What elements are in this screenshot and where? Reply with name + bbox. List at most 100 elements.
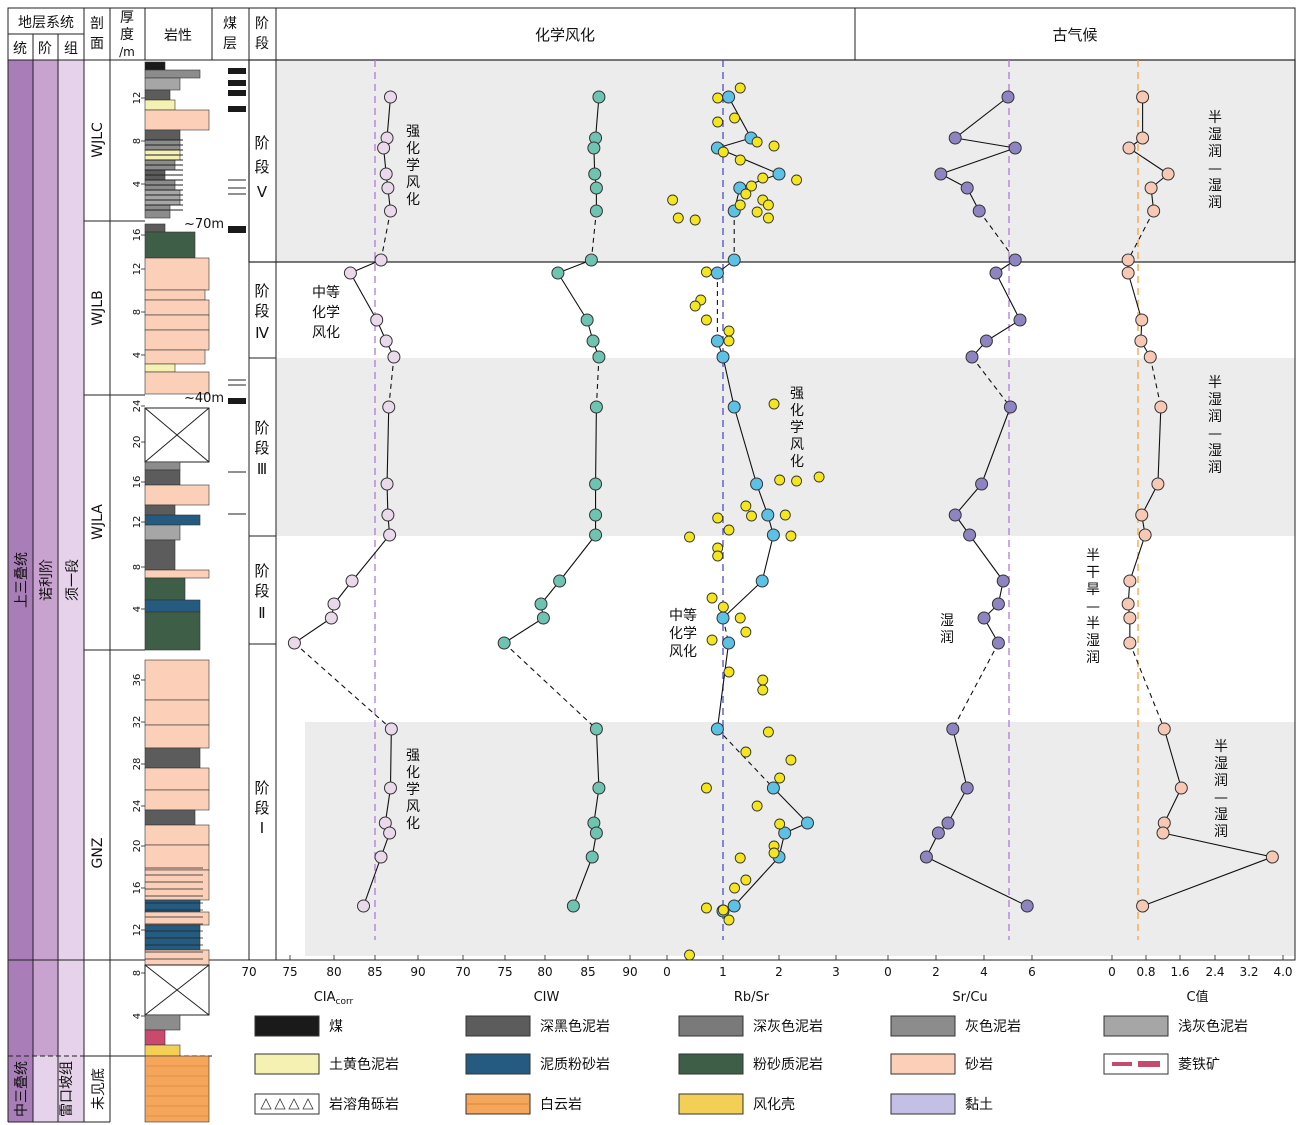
series-segment: [294, 617, 332, 644]
data-point: [972, 204, 986, 218]
thickness-tick-label: 8: [132, 564, 143, 570]
data-point: [941, 816, 955, 830]
thickness-tick-label: 36: [132, 674, 143, 687]
data-point: [778, 826, 792, 840]
legend-label: 砂岩: [965, 1057, 993, 1073]
series-segment: [595, 96, 600, 139]
series-segment: [722, 356, 735, 408]
data-point: [689, 300, 701, 312]
data-point: [727, 899, 741, 913]
data-point: [774, 772, 786, 784]
profile-wjla: WJLA: [90, 504, 106, 540]
series-segment: [595, 728, 600, 789]
thickness-tick-label: 12: [132, 92, 143, 105]
data-point: [979, 334, 993, 348]
header-stage-col-2: 段: [255, 36, 269, 52]
frame: [7, 7, 1296, 1123]
data-point: [746, 510, 757, 522]
data-point: [380, 477, 394, 491]
annotation-moderate-weathering: 中等: [312, 284, 340, 301]
data-point: [689, 214, 701, 226]
axis-tick-label: 4: [980, 965, 988, 979]
not-seen-base-label: 未见底: [91, 1068, 107, 1110]
data-panels: 70 75 80 85 90 CIAcorr 70 75 80 85 90 CIW 0 1 2 3 Rb/Sr 0…: [241, 60, 1293, 1007]
legend-label: 菱铁矿: [1178, 1057, 1220, 1073]
data-point: [706, 592, 718, 604]
annotation-moderate-weathering: 化学: [312, 305, 340, 321]
header-profile-1: 剖: [90, 16, 104, 32]
axis-tick-label: 75: [282, 965, 297, 979]
data-point: [287, 636, 301, 650]
legend-item: 泥质粉砂岩: [465, 1053, 610, 1075]
annotation-semi-arid: 干: [1086, 565, 1100, 581]
stage-label: 段: [254, 302, 269, 320]
annotation-semi-humid: 湿: [1208, 127, 1222, 143]
annotation-strong-weathering: 化: [406, 192, 420, 208]
annotation-humid: 润: [940, 630, 954, 646]
data-point: [1135, 508, 1149, 522]
legend-label: 浅灰色泥岩: [1178, 1018, 1248, 1035]
data-point: [710, 722, 724, 736]
thickness-tick-label: 16: [132, 882, 143, 895]
series-segment: [733, 856, 780, 907]
legend-label: 深灰色泥岩: [753, 1018, 823, 1035]
profile-wjlc: WJLC: [90, 122, 106, 158]
series-segment: [954, 483, 983, 516]
profile-wjlb: WJLB: [90, 290, 106, 325]
data-point: [751, 800, 763, 812]
legend-swatch: [465, 1053, 531, 1075]
annotation-strong-weathering: 风: [406, 175, 420, 191]
data-point: [723, 325, 735, 337]
series-segment: [981, 406, 1011, 485]
stage-label: 段: [254, 799, 269, 817]
annotation-semi-humid: 润: [1208, 460, 1222, 476]
series-segment: [971, 356, 1011, 408]
data-point: [996, 574, 1010, 588]
data-point: [762, 726, 774, 738]
legend-label: 白云岩: [540, 1097, 582, 1113]
series-segment: [363, 856, 382, 907]
data-point: [672, 212, 684, 224]
thickness-tick-label: 32: [132, 716, 143, 729]
data-point: [1136, 90, 1150, 104]
formation-lower-label: 雷口坡组: [59, 1061, 75, 1117]
data-point: [1157, 722, 1171, 736]
data-point: [381, 181, 395, 195]
legend-swatch: [890, 1093, 956, 1115]
data-point: [384, 722, 398, 736]
data-point: [343, 266, 357, 280]
annotation-semi-arid: 旱: [1086, 582, 1100, 598]
annotation-semi-humid: 润: [1214, 773, 1228, 789]
series-segment: [351, 534, 391, 582]
axis-label: CIAcorr: [314, 990, 354, 1007]
legend-item: 煤: [254, 1015, 343, 1037]
series-segment: [386, 96, 392, 139]
stage-label: 阶: [254, 134, 269, 152]
data-point: [1121, 253, 1135, 267]
data-point: [589, 400, 603, 414]
legend-swatch: [1103, 1053, 1169, 1075]
data-point: [374, 253, 388, 267]
series-segment: [995, 272, 1021, 321]
legend-swatch: [1103, 1015, 1169, 1037]
annotation-strong-weathering: 化: [790, 403, 804, 419]
legend-item: 土黄色泥岩: [254, 1053, 399, 1075]
data-point: [357, 899, 371, 913]
data-point: [1001, 90, 1015, 104]
data-point: [729, 112, 741, 124]
annotation-semi-humid: 湿: [1214, 756, 1228, 772]
axis-tick-label: 70: [455, 965, 470, 979]
data-point: [762, 212, 774, 224]
data-point: [751, 206, 763, 218]
data-point: [1147, 204, 1161, 218]
thickness-tick-label: 4: [132, 352, 143, 358]
legend-swatch: [465, 1015, 531, 1037]
data-point: [774, 818, 786, 830]
strat-series-middle-fill: [8, 1056, 33, 1122]
axis-tick-label: 3: [832, 965, 840, 979]
axis-tick-label: 2: [932, 965, 940, 979]
data-point: [740, 626, 752, 638]
data-point: [589, 722, 603, 736]
data-point: [1121, 597, 1135, 611]
